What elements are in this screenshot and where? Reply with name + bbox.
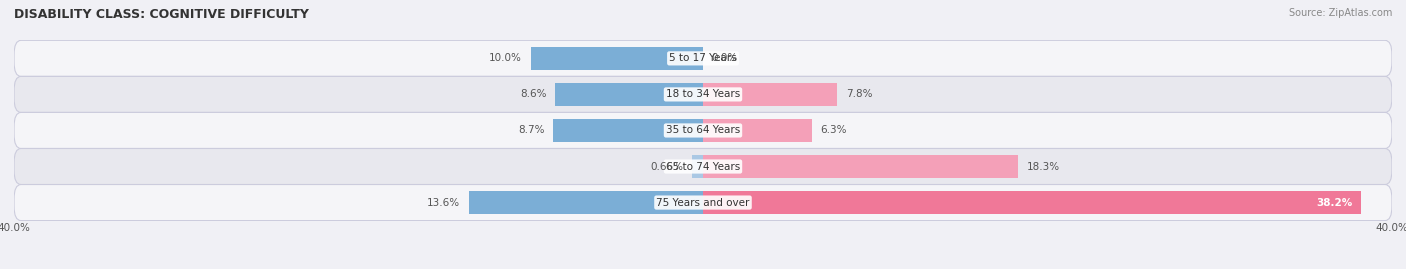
- FancyBboxPatch shape: [14, 40, 1392, 76]
- Text: 38.2%: 38.2%: [1316, 197, 1353, 208]
- Text: 35 to 64 Years: 35 to 64 Years: [666, 125, 740, 136]
- FancyBboxPatch shape: [14, 112, 1392, 148]
- Text: 18.3%: 18.3%: [1026, 161, 1060, 172]
- Bar: [703, 155, 1018, 178]
- Text: 13.6%: 13.6%: [427, 197, 460, 208]
- Bar: [553, 119, 703, 142]
- Text: 18 to 34 Years: 18 to 34 Years: [666, 89, 740, 100]
- Text: 75 Years and over: 75 Years and over: [657, 197, 749, 208]
- FancyBboxPatch shape: [14, 76, 1392, 112]
- Bar: [555, 83, 703, 106]
- Text: 7.8%: 7.8%: [846, 89, 873, 100]
- Bar: [703, 83, 838, 106]
- Text: 6.3%: 6.3%: [820, 125, 846, 136]
- Legend: Male, Female: Male, Female: [650, 266, 756, 269]
- Bar: [703, 191, 1361, 214]
- Text: 0.66%: 0.66%: [650, 161, 683, 172]
- Text: 0.0%: 0.0%: [711, 53, 738, 63]
- Text: Source: ZipAtlas.com: Source: ZipAtlas.com: [1288, 8, 1392, 18]
- Text: DISABILITY CLASS: COGNITIVE DIFFICULTY: DISABILITY CLASS: COGNITIVE DIFFICULTY: [14, 8, 309, 21]
- Bar: [531, 47, 703, 70]
- FancyBboxPatch shape: [14, 148, 1392, 185]
- Text: 10.0%: 10.0%: [489, 53, 522, 63]
- Text: 8.6%: 8.6%: [520, 89, 547, 100]
- Bar: [468, 191, 703, 214]
- Bar: [692, 155, 703, 178]
- Text: 8.7%: 8.7%: [517, 125, 544, 136]
- Bar: [703, 119, 811, 142]
- Text: 65 to 74 Years: 65 to 74 Years: [666, 161, 740, 172]
- FancyBboxPatch shape: [14, 185, 1392, 221]
- Text: 5 to 17 Years: 5 to 17 Years: [669, 53, 737, 63]
